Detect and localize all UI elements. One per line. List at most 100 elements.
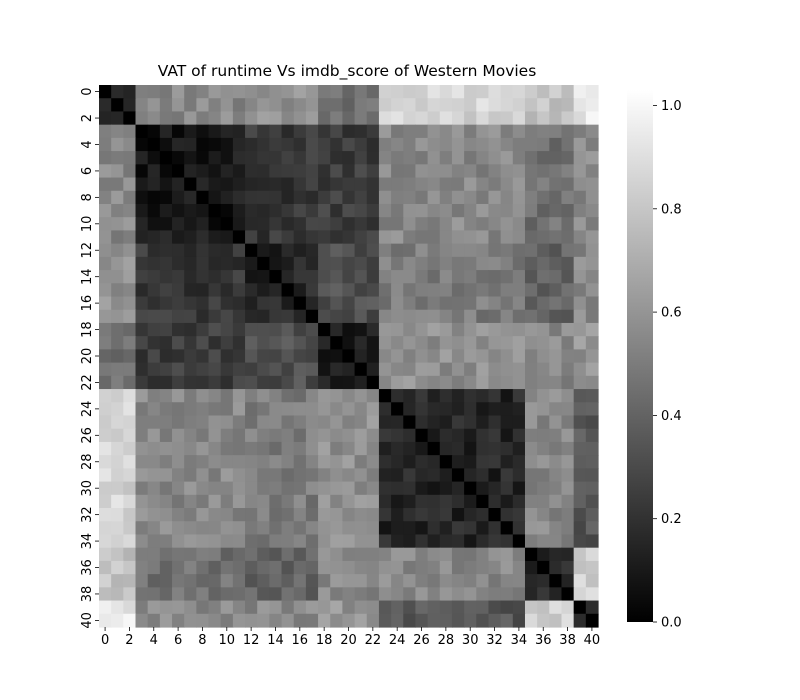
heatmap-cell xyxy=(512,455,526,469)
heatmap-cell xyxy=(318,362,331,377)
heatmap-cell xyxy=(354,402,368,417)
heatmap-cell xyxy=(439,217,453,232)
heatmap-cell xyxy=(159,508,173,522)
heatmap-cell xyxy=(573,151,587,165)
heatmap-cell xyxy=(415,256,429,271)
heatmap-cell xyxy=(123,336,137,350)
heatmap-cell xyxy=(172,243,185,258)
heatmap-cell xyxy=(245,230,258,245)
heatmap-cell xyxy=(366,336,380,350)
heatmap-cell xyxy=(549,336,563,350)
heatmap-cell xyxy=(403,270,417,284)
heatmap-cell xyxy=(512,560,526,575)
heatmap-cell xyxy=(232,613,246,628)
heatmap-cell xyxy=(415,508,429,522)
chart-title: VAT of runtime Vs imdb_score of Western … xyxy=(158,62,537,81)
heatmap-cell xyxy=(172,336,185,350)
heatmap-cell xyxy=(488,521,502,536)
heatmap-cell xyxy=(318,349,331,364)
heatmap-cell xyxy=(391,375,404,390)
heatmap-cell xyxy=(476,322,490,337)
heatmap-cell xyxy=(451,547,465,562)
heatmap-cell xyxy=(488,349,502,364)
heatmap-cell xyxy=(293,375,307,390)
colorbar-tick-label: 0.6 xyxy=(661,306,682,321)
heatmap-cell xyxy=(305,455,319,469)
heatmap-cell xyxy=(342,124,356,139)
heatmap-cell xyxy=(196,137,210,152)
heatmap-cell xyxy=(135,85,149,99)
heatmap-cell xyxy=(305,98,319,113)
heatmap-cell xyxy=(232,534,246,549)
heatmap-cell xyxy=(269,574,283,588)
heatmap-cell xyxy=(330,256,344,271)
heatmap-cell xyxy=(184,322,197,337)
heatmap-cell xyxy=(439,600,453,615)
heatmap-cell xyxy=(524,322,538,337)
heatmap-cell xyxy=(561,362,575,377)
heatmap-cell xyxy=(561,455,575,469)
heatmap-cell xyxy=(159,203,173,218)
heatmap-cell xyxy=(427,336,441,350)
heatmap-cell xyxy=(366,190,380,205)
heatmap-cell xyxy=(415,296,429,311)
heatmap-cell xyxy=(172,190,185,205)
heatmap-cell xyxy=(403,415,417,430)
heatmap-cell xyxy=(403,613,417,628)
heatmap-cell xyxy=(245,455,258,469)
heatmap-cell xyxy=(196,521,210,536)
heatmap-cell xyxy=(585,203,599,218)
heatmap-cell xyxy=(524,547,538,562)
heatmap-cell xyxy=(293,455,307,469)
heatmap-cell xyxy=(549,85,563,99)
heatmap-cell xyxy=(524,98,538,113)
heatmap-cell xyxy=(451,375,465,390)
heatmap-cell xyxy=(464,322,477,337)
heatmap-cell xyxy=(232,217,246,232)
heatmap-cell xyxy=(245,124,258,139)
heatmap-cell xyxy=(147,494,161,509)
heatmap-cell xyxy=(172,441,185,456)
heatmap-cell xyxy=(403,362,417,377)
heatmap-cell xyxy=(415,415,429,430)
heatmap-cell xyxy=(524,243,538,258)
heatmap-cell xyxy=(269,481,283,496)
heatmap-cell xyxy=(537,362,550,377)
heatmap-cell xyxy=(500,164,514,179)
heatmap-cell xyxy=(135,151,149,165)
heatmap-cell xyxy=(208,177,222,192)
heatmap-cell xyxy=(232,349,246,364)
heatmap-cell xyxy=(464,402,477,417)
heatmap-cell xyxy=(573,296,587,311)
heatmap-cell xyxy=(135,587,149,602)
heatmap-cell xyxy=(549,217,563,232)
heatmap-cell xyxy=(391,587,404,602)
heatmap-cell xyxy=(403,322,417,337)
heatmap-cell xyxy=(159,415,173,430)
heatmap-cell xyxy=(305,322,319,337)
heatmap-cell xyxy=(573,362,587,377)
heatmap-cell xyxy=(573,98,587,113)
heatmap-cell xyxy=(208,402,222,417)
heatmap-cell xyxy=(403,521,417,536)
heatmap-cell xyxy=(208,389,222,403)
heatmap-cell xyxy=(439,587,453,602)
heatmap-cell xyxy=(293,362,307,377)
heatmap-cell xyxy=(318,270,331,284)
heatmap-cell xyxy=(159,574,173,588)
heatmap-cell xyxy=(378,468,392,483)
heatmap-cell xyxy=(427,560,441,575)
heatmap-cell xyxy=(366,362,380,377)
heatmap-cell xyxy=(378,481,392,496)
heatmap-cell xyxy=(196,296,210,311)
heatmap-cell xyxy=(366,111,380,126)
heatmap-cell xyxy=(391,336,404,350)
heatmap-cell xyxy=(135,336,149,350)
heatmap-cell xyxy=(391,481,404,496)
heatmap-cell xyxy=(524,336,538,350)
heatmap-cell xyxy=(281,560,295,575)
heatmap-cell xyxy=(391,322,404,337)
heatmap-cell xyxy=(573,481,587,496)
heatmap-cell xyxy=(585,111,599,126)
heatmap-cell xyxy=(415,243,429,258)
